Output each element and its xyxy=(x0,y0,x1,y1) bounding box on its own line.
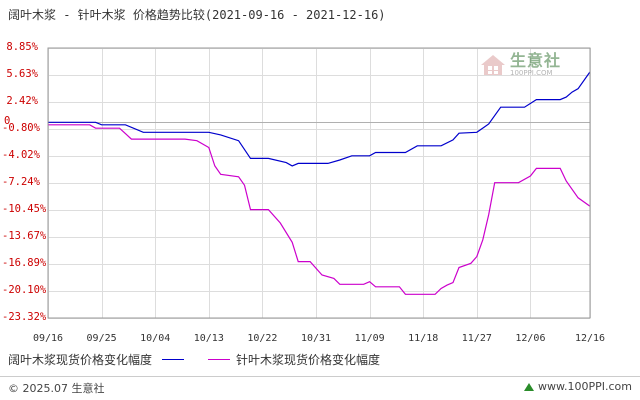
watermark-logo: 生意社 100PPI.COM xyxy=(480,52,561,77)
watermark-sub: 100PPI.COM xyxy=(510,69,553,77)
x-tick-label: 10/13 xyxy=(193,333,224,344)
footer-copyright: © 2025.07 生意社 xyxy=(8,382,105,395)
x-tick-label: 10/31 xyxy=(300,333,332,344)
y-tick-label: 8.85% xyxy=(6,41,38,53)
footer-divider xyxy=(0,376,640,377)
x-tick-label: 11/18 xyxy=(408,333,439,344)
x-tick-label: 09/25 xyxy=(86,333,117,344)
x-tick-label: 12/16 xyxy=(574,333,606,344)
site-logo-icon xyxy=(524,382,535,391)
y-tick-label: -0.80% xyxy=(2,121,40,134)
footer-website-text: www.100PPI.com xyxy=(538,380,632,393)
y-tick-label: -20.10% xyxy=(2,283,47,296)
legend-label-softwood: 针叶木浆现货价格变化幅度 xyxy=(236,352,381,367)
chart-legend: 阔叶木浆现货价格变化幅度 针叶木浆现货价格变化幅度 xyxy=(8,351,404,367)
legend-label-hardwood: 阔叶木浆现货价格变化幅度 xyxy=(8,352,153,367)
zero-tick-label: 0 xyxy=(4,115,11,128)
y-tick-label: -16.89% xyxy=(2,257,47,270)
y-tick-label: 5.63% xyxy=(6,68,38,81)
x-tick-label: 10/04 xyxy=(140,333,171,344)
y-tick-label: -7.24% xyxy=(2,176,40,189)
legend-item-softwood: 针叶木浆现货价格变化幅度 xyxy=(208,351,380,368)
footer-website-link[interactable]: www.100PPI.com xyxy=(524,380,632,393)
watermark-brand: 生意社 xyxy=(510,51,562,70)
series-lines xyxy=(48,71,591,295)
x-tick-label: 11/27 xyxy=(461,333,492,344)
y-tick-label: -4.02% xyxy=(2,149,40,162)
x-tick-label: 09/16 xyxy=(32,333,64,344)
series-line-1 xyxy=(48,124,591,295)
legend-item-hardwood: 阔叶木浆现货价格变化幅度 xyxy=(8,351,185,368)
plot-frame xyxy=(47,47,591,319)
legend-swatch-hardwood xyxy=(162,358,185,360)
x-tick-label: 12/06 xyxy=(515,333,546,344)
y-tick-label: -13.67% xyxy=(2,230,47,242)
x-tick-label: 11/09 xyxy=(354,333,385,344)
chart-title: 阔叶木浆 - 针叶木浆 价格趋势比较(2021-09-16 - 2021-12-… xyxy=(8,8,386,22)
y-tick-label: -10.45% xyxy=(2,202,47,215)
x-tick-label: 10/22 xyxy=(247,333,278,344)
house-icon xyxy=(481,54,505,75)
footer: © 2025.07 生意社 www.100PPI.com xyxy=(0,374,640,400)
y-tick-label: 2.42% xyxy=(6,94,38,107)
y-tick-label: -23.32% xyxy=(2,311,47,323)
series-line-0 xyxy=(48,71,591,167)
legend-swatch-softwood xyxy=(208,358,231,360)
